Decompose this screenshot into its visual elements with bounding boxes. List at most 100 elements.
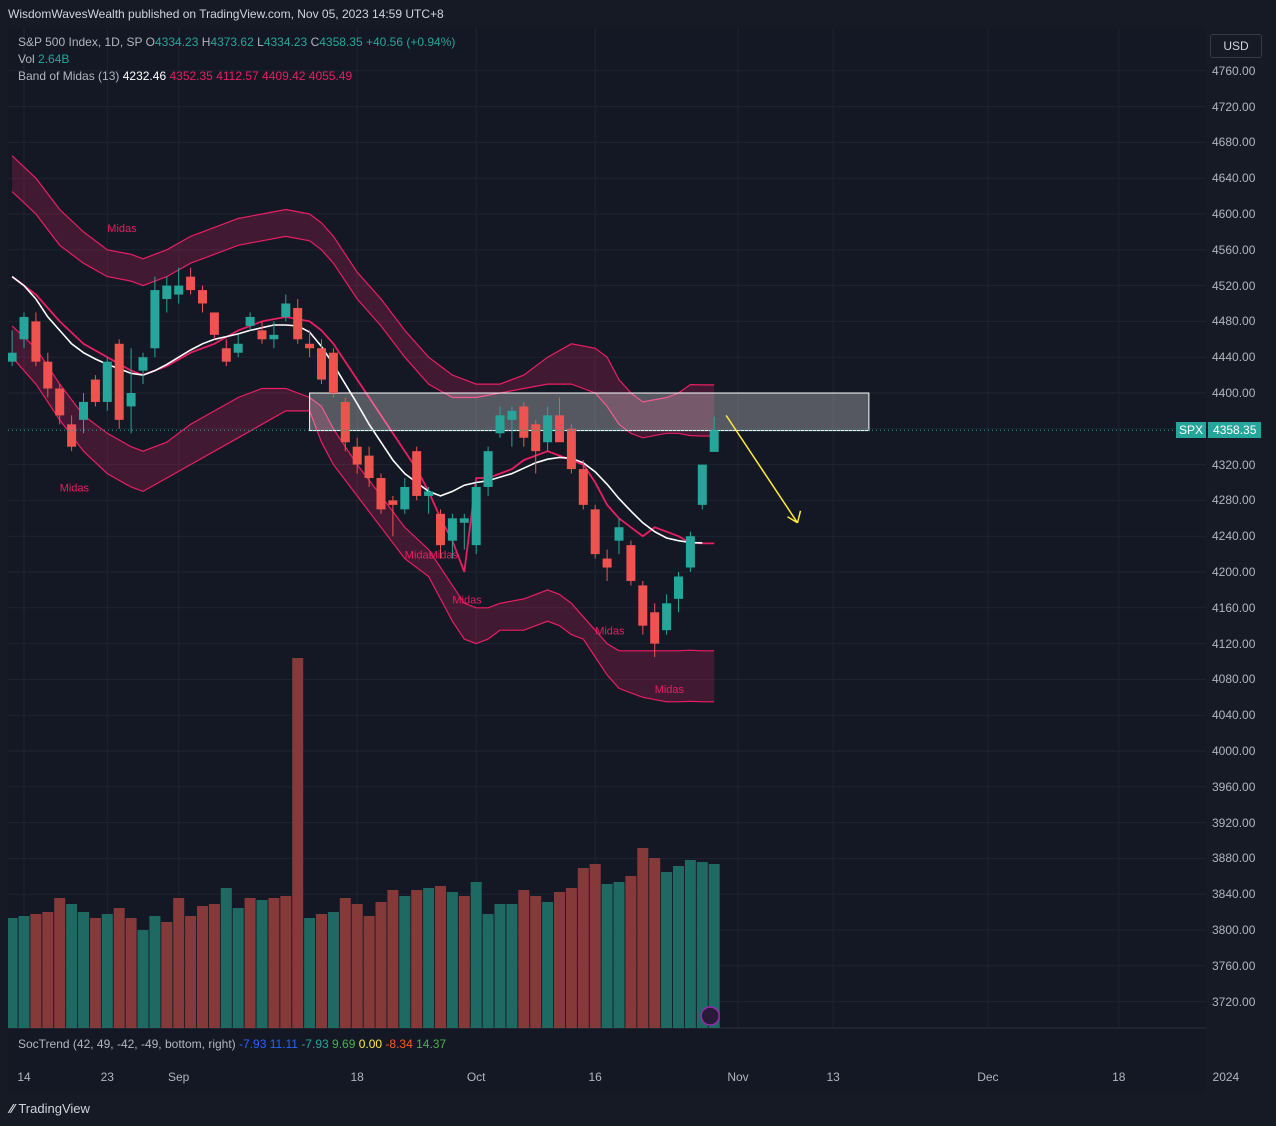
down-arrow-head [787,516,798,524]
currency-button[interactable]: USD [1210,34,1262,58]
volume-bar [589,864,601,1028]
time-axis[interactable]: 14 23 Sep 18 Oct 16 Nov 13 Dec 18 2024 [8,1064,1239,1092]
volume-bar [101,914,113,1028]
down-arrow-head [796,510,802,523]
y-tick-label: 4040.00 [1212,708,1256,723]
candles [7,267,719,658]
candle-body [19,316,29,340]
volume-bar [387,890,399,1028]
candle-body [209,312,219,335]
midas-label: Midas [107,223,137,235]
candle-body [483,451,493,487]
candle-body [79,401,88,420]
x-tick-label: 14 [17,1070,31,1084]
legend-symbol-row: S&P 500 Index, 1D, SP O4334.23 H4373.62 … [18,34,455,51]
candle-body [245,316,255,326]
legend-vol: 2.64B [38,52,70,66]
volume-bar [161,922,173,1028]
y-tick-label: 4520.00 [1212,278,1256,293]
vwap-line [11,275,703,544]
volume-bar [137,930,149,1028]
soctrend-value-6: 14.37 [416,1037,447,1051]
y-tick-label: 4320.00 [1212,457,1256,472]
x-tick-label: 23 [100,1070,114,1084]
y-tick-label: 4000.00 [1212,744,1256,758]
volume-bar [518,890,530,1028]
candle-body [555,415,564,443]
volume-bar [339,898,351,1028]
candle-body [424,491,434,496]
candle-body [352,446,362,465]
y-tick-label: 4480.00 [1212,314,1256,329]
candle-body [543,415,553,443]
candle-body [614,527,624,541]
volume-bar [149,916,161,1028]
volume-bar [625,876,637,1028]
x-tick-label: Oct [466,1070,486,1084]
volume-bar [446,892,458,1028]
down-arrow [725,414,799,524]
y-tick-label: 4240.00 [1212,529,1256,544]
y-tick-label: 4440.00 [1212,350,1256,365]
candle-body [162,285,172,300]
midas-label: Midas [429,550,459,562]
volume-bar [554,892,565,1028]
resistance-zone [309,392,870,432]
legend-midas-value-4: 4055.49 [308,69,353,83]
candle-body [269,334,279,340]
publisher-bar: WisdomWavesWealth published on TradingVi… [0,0,1276,28]
volume-bar [482,914,494,1028]
y-tick-label: 4760.00 [1212,63,1256,78]
candle-body [531,424,541,452]
legend-change: +40.56 (+0.94%) [365,35,456,49]
y-tick-label: 4680.00 [1212,135,1256,150]
candle-body [31,321,41,362]
volume-bars [6,658,720,1028]
y-tick-label: 3720.00 [1212,994,1256,1009]
volume-bar [542,902,554,1028]
y-tick-label: 3840.00 [1212,887,1256,902]
volume-bar [316,914,327,1028]
volume-bar [18,916,30,1028]
tradingview-logo[interactable]: ⁄⁄ TradingView [10,1101,90,1116]
soctrend-value-2: -7.93 [301,1037,329,1051]
candle-body [55,388,65,416]
y-tick-label: 3800.00 [1212,923,1256,937]
volume-bar [363,916,375,1028]
volume-bar [696,862,708,1028]
candle-body [459,518,469,523]
candle-body [709,430,719,452]
volume-bar [280,896,292,1028]
price-axis[interactable]: 4760.00 4720.00 4680.00 4640.00 4600.00 4560.… [1206,28,1276,1064]
publisher-text: WisdomWavesWealth published on TradingVi… [8,7,444,21]
volume-bar [565,888,577,1028]
midas-lower-band [12,325,715,702]
volume-bar [399,896,411,1028]
soctrend-value-5: -8.34 [385,1037,413,1051]
volume-bar [530,896,542,1028]
y-tick-label: 4080.00 [1212,672,1256,687]
volume-bar [494,904,506,1028]
candle-body [447,518,457,541]
candle-body [507,410,517,420]
x-tick-label: 18 [350,1070,364,1084]
chart-pane[interactable]: Midas Midas Midas Midas Midas Midas Midas [6,28,1227,1092]
candle-body [67,424,77,447]
volume-bar [470,882,482,1028]
legend-midas-label: Band of Midas (13) [18,69,120,83]
candle-body [186,276,196,291]
candle-body [590,509,600,555]
volume-bar [351,904,363,1028]
volume-bar [661,872,673,1028]
volume-bar [173,898,185,1028]
last-price-tag: SPX 4358.35 [1176,422,1262,439]
candle-body [90,379,100,402]
legend-h-label: H [201,35,211,49]
y-tick-label: 3920.00 [1212,815,1256,830]
volume-bar [637,848,649,1028]
candle-body [150,290,160,349]
legend-midas-value-0: 4232.46 [122,69,167,83]
volume-bar [292,658,304,1028]
x-tick-label: Dec [977,1070,999,1084]
